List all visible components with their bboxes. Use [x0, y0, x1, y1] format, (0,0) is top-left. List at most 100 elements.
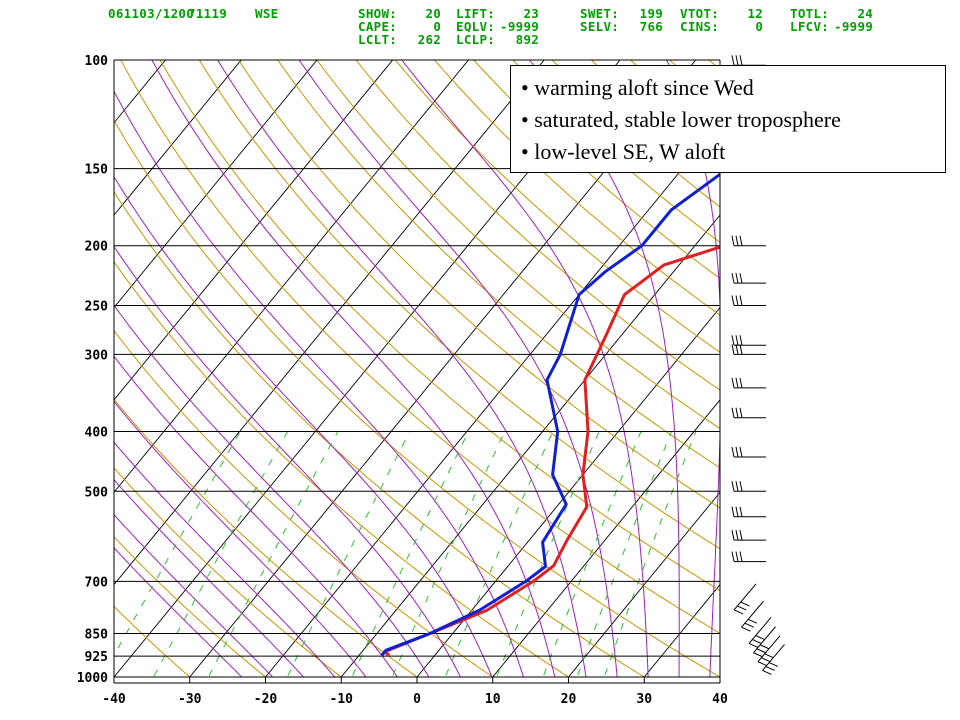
wind-barb — [733, 583, 757, 615]
header-field-value: 766 — [639, 19, 664, 34]
header-field-label: SHOW: — [358, 6, 398, 21]
wind-barb-flag — [739, 481, 743, 492]
wind-barb-flag — [739, 377, 743, 389]
mixing-ratio-line — [351, 431, 469, 677]
note-line-1: • warming aloft since Wed — [521, 75, 754, 100]
moist-adiabat-line — [114, 304, 430, 677]
wind-barb-flag — [735, 377, 739, 389]
header-field-value: -9999 — [500, 19, 540, 34]
wind-barbs — [731, 55, 785, 675]
pressure-tick-label: 150 — [85, 163, 109, 178]
dry-adiabat-line — [114, 467, 343, 677]
wind-barb — [748, 617, 772, 648]
header-field-value: 0 — [433, 19, 442, 34]
header-field: VTOT: 12 — [680, 6, 763, 21]
header-field: 061103/1200 — [108, 6, 194, 21]
note-line-3: • low-level SE, W aloft — [521, 139, 726, 164]
header-field-label: EQLV: — [456, 19, 496, 34]
wind-barb-flag — [733, 609, 744, 615]
moist-adiabat-line — [114, 547, 243, 677]
wind-barb-flag — [731, 446, 735, 458]
wind-barb — [731, 344, 766, 355]
wind-barb-flag — [739, 446, 743, 458]
pressure-tick-label: 925 — [85, 650, 108, 665]
wind-barb — [741, 600, 764, 632]
header-field-label: 71119 — [188, 6, 228, 21]
mixing-ratio-line — [496, 431, 600, 677]
moist-adiabat-line — [666, 60, 720, 677]
wind-barb — [731, 551, 766, 563]
wind-barb-flag — [731, 506, 735, 517]
wind-barb-flag — [751, 638, 762, 644]
temperature-profile-line — [383, 245, 720, 657]
temperature-tick-label: 10 — [485, 692, 501, 707]
pressure-tick-label: 500 — [85, 485, 109, 500]
wind-barb-flag — [762, 669, 772, 675]
wind-barb-flag — [744, 622, 754, 628]
wind-barb — [757, 635, 781, 667]
wind-barb-flag — [731, 235, 735, 246]
wind-barb-flag — [735, 481, 739, 492]
dry-adiabat-line — [114, 330, 494, 677]
moist-adiabat-line — [114, 175, 493, 677]
header-field-label: WSE — [255, 6, 279, 21]
wind-barb — [731, 506, 766, 518]
wind-barb-flag — [739, 530, 743, 541]
moist-adiabat-line — [114, 245, 462, 677]
wind-barb-flag — [731, 344, 735, 355]
dry-adiabat-line — [114, 605, 191, 677]
header-field: SHOW: 20 — [358, 6, 441, 21]
isotherm-line — [416, 306, 720, 677]
header-field: EQLV: -9999 — [456, 19, 539, 34]
wind-barb-flag — [735, 530, 739, 541]
header-field-value: 24 — [857, 6, 874, 21]
header-field-label: LCLT: — [358, 32, 398, 47]
pressure-tick-label: 200 — [85, 240, 109, 255]
header-field-label: CINS: — [680, 19, 720, 34]
wind-barb-flag — [739, 55, 743, 66]
wind-barb-flag — [735, 335, 739, 346]
wind-barb-flag — [759, 644, 770, 650]
temperature-tick-label: 20 — [561, 692, 577, 707]
mixing-ratio-line — [542, 431, 642, 677]
wind-barb-flag — [731, 551, 735, 562]
isotherm-line — [114, 60, 470, 494]
moist-adiabat-line — [114, 400, 367, 677]
mixing-ratio-line — [286, 431, 411, 677]
wind-barb — [731, 335, 766, 346]
dewpoint-profile-line — [380, 172, 720, 657]
pressure-tick-label: 400 — [85, 425, 109, 440]
moist-adiabat-line — [114, 478, 305, 677]
header-field-value: 0 — [755, 19, 764, 34]
isotherm-line — [114, 60, 394, 401]
isotherm-line — [0, 32, 37, 690]
header-field-label: SWET: — [580, 6, 620, 21]
wind-barb — [731, 407, 766, 419]
mixing-ratio-line — [576, 431, 672, 677]
wind-barb — [731, 481, 766, 492]
wind-barb-flag — [739, 551, 743, 562]
header-field: SELV: 766 — [580, 19, 663, 34]
isotherm-line — [492, 399, 720, 677]
isotherm-line — [114, 60, 545, 586]
annotation-box: • warming aloft since Wed • saturated, s… — [510, 65, 946, 173]
wind-barb-flag — [735, 551, 739, 562]
wind-barb — [753, 626, 776, 658]
wind-barb — [731, 55, 766, 66]
header-field: WSE — [255, 6, 278, 21]
wind-barb-flag — [764, 653, 774, 659]
pressure-tick-label: 100 — [85, 54, 109, 69]
header-field: LIFT: 23 — [456, 6, 539, 21]
wind-barb-flag — [756, 648, 766, 654]
pressure-tick-label: 250 — [85, 300, 109, 315]
header-field: 71119 — [188, 6, 227, 21]
wind-barb — [762, 644, 785, 675]
wind-barb-flag — [753, 652, 763, 658]
wind-barb-flag — [735, 446, 739, 458]
header-field-label: LIFT: — [456, 6, 496, 21]
wind-barb-flag — [760, 657, 771, 663]
wind-barb-flag — [739, 407, 743, 418]
header-field-label: 061103/1200 — [108, 6, 195, 21]
note-line-2: • saturated, stable lower troposphere — [521, 107, 841, 132]
